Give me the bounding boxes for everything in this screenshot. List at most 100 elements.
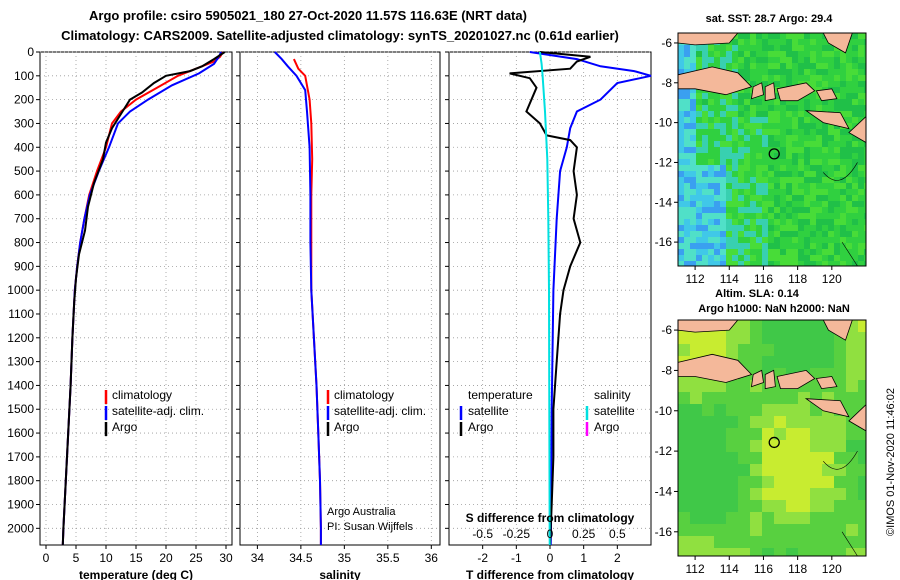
map-cell (738, 207, 745, 214)
map-cell (690, 249, 697, 256)
map-cell (702, 99, 709, 106)
map-cell (810, 63, 817, 70)
map-cell (822, 344, 835, 357)
map-cell (762, 207, 769, 214)
map-cell (720, 171, 727, 178)
map-cell (780, 177, 787, 184)
map-cell (738, 488, 751, 501)
map-cell (738, 201, 745, 208)
map-cell (846, 243, 853, 250)
map-cell (696, 147, 703, 154)
map-cell (774, 165, 781, 172)
map-cell (690, 225, 697, 232)
map-cell (822, 45, 829, 52)
map-cell (750, 189, 757, 196)
map-cell (696, 207, 703, 214)
map-cell (816, 243, 823, 250)
map-cell (792, 243, 799, 250)
map-cell (834, 476, 847, 489)
map-cell (816, 45, 823, 52)
map-cell (696, 195, 703, 202)
map-cell (774, 404, 787, 417)
map-cell (714, 392, 727, 405)
map-cell (696, 201, 703, 208)
map-cell (828, 207, 835, 214)
y-tick-label: 400 (14, 140, 34, 154)
map-cell (780, 135, 787, 142)
map-cell (810, 320, 823, 333)
map-cell (726, 111, 733, 118)
map-cell (858, 500, 867, 513)
map-cell (834, 500, 847, 513)
map-cell (708, 177, 715, 184)
map-cell (852, 243, 859, 250)
map-cell (684, 159, 691, 166)
map-cell (762, 111, 769, 118)
map-cell (840, 57, 847, 64)
map-cell (858, 51, 865, 58)
map-cell (846, 75, 853, 82)
map-cell (744, 147, 751, 154)
map-cell (684, 165, 691, 172)
map-cell (798, 63, 805, 70)
map-cell (792, 123, 799, 130)
map-cell (864, 213, 867, 220)
map-cell (852, 237, 859, 244)
map-cell (768, 135, 775, 142)
map-cell (744, 201, 751, 208)
map-cell (816, 177, 823, 184)
x-tick-label: 35 (338, 551, 352, 565)
map-cell (708, 51, 715, 58)
map-cell (756, 57, 763, 64)
map-cell (714, 99, 721, 106)
map-cell (864, 219, 867, 226)
map-cell (786, 243, 793, 250)
map-cell (744, 99, 751, 106)
map-cell (786, 135, 793, 142)
map-cell (750, 63, 757, 70)
map-cell (816, 249, 823, 256)
map-cell (822, 249, 829, 256)
map-cell (774, 237, 781, 244)
map-cell (834, 51, 841, 58)
map-cell (864, 93, 867, 100)
map-cell (840, 111, 847, 118)
map-cell (762, 243, 769, 250)
map-cell (714, 123, 721, 130)
map-cell (858, 81, 865, 88)
map-cell (762, 464, 775, 477)
map-cell (798, 452, 811, 465)
map-cell (858, 452, 867, 465)
map-cell (822, 99, 829, 106)
series-line-satellite (61, 51, 223, 546)
map-cell (678, 249, 685, 256)
map-cell (804, 63, 811, 70)
map-cell (822, 428, 835, 441)
map-cell (738, 404, 751, 417)
map-cell (798, 344, 811, 357)
map-cell (816, 63, 823, 70)
map-cell (864, 201, 867, 208)
map-cell (834, 380, 847, 393)
map-cell (756, 219, 763, 226)
map-cell (684, 147, 691, 154)
map-cell (762, 135, 769, 142)
map-cell (798, 129, 805, 136)
map-cell (828, 159, 835, 166)
map-cell (726, 201, 733, 208)
map-cell (774, 452, 787, 465)
map-cell (822, 135, 829, 142)
map-cell (726, 536, 739, 549)
map-cell (780, 213, 787, 220)
map-cell (774, 177, 781, 184)
map-cell (744, 243, 751, 250)
map-cell (702, 440, 715, 453)
map-cell (708, 99, 715, 106)
map-cell (810, 243, 817, 250)
map-cell (798, 57, 805, 64)
map-cell (768, 141, 775, 148)
map-cell (738, 159, 745, 166)
map-cell (822, 231, 829, 238)
map-y-tick-label: -12 (655, 155, 673, 169)
map-cell (756, 255, 763, 262)
